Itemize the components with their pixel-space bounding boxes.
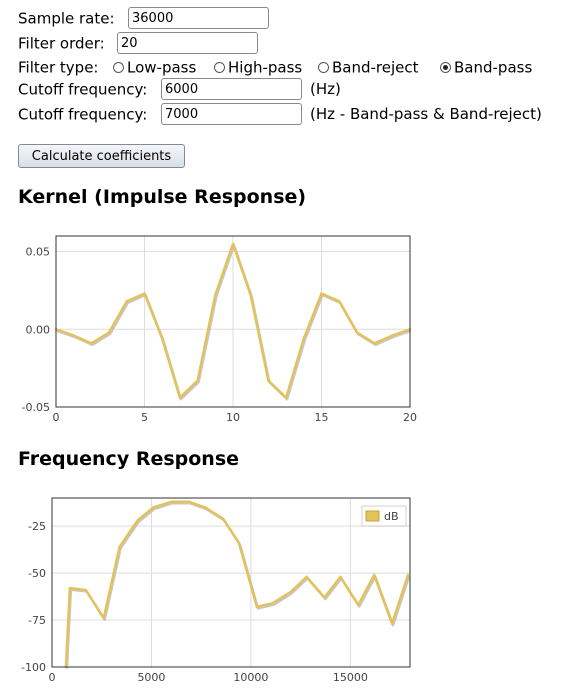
kernel-point-7 [178,396,182,399]
radio-high-pass-label: High-pass [228,58,303,77]
radio-high-pass[interactable]: High-pass [214,56,302,78]
radio-band-reject-label: Band-reject [332,58,419,77]
freq-point-9 [203,506,207,509]
kernel-series-shadow [56,244,412,401]
freq-legend-swatch [365,510,380,522]
radio-low-pass[interactable]: Low-pass [113,56,196,78]
radio-band-reject-circle[interactable] [318,62,329,73]
freq-legend-label: dB [384,510,399,523]
kernel-heading: Kernel (Impulse Response) [18,186,307,208]
cutoff-frequency-1-unit: (Hz) [310,80,341,98]
cutoff-frequency-1-input[interactable] [161,78,302,100]
freq-plot-frame [51,497,411,668]
calculate-coefficients-button[interactable]: Calculate coefficients [18,144,185,168]
freq-point-6 [152,506,155,509]
radio-low-pass-label: Low-pass [127,58,197,77]
freq-point-18 [357,603,360,607]
kernel-point-15 [320,292,323,295]
freq-point-10 [221,517,225,520]
freq-point-15 [305,575,308,579]
kernel-point-17 [355,331,359,334]
freq-point-3 [102,616,105,620]
kernel-xtick-label-3: 15 [315,411,329,424]
sample-rate-input[interactable] [128,7,269,29]
kernel-point-13 [284,396,288,399]
freq-ytick-label-1: -75 [28,614,46,627]
cutoff-frequency-1-label: Cutoff frequency: [18,80,148,99]
radio-band-reject[interactable]: Band-reject [318,56,419,78]
kernel-point-2 [90,342,93,345]
kernel-xtick-label-4: 20 [403,411,417,424]
kernel-point-11 [249,293,252,297]
kernel-point-19 [391,334,394,337]
freq-point-4 [118,545,121,549]
cutoff-frequency-1-row: Cutoff frequency: (Hz) [18,78,558,100]
cutoff-frequency-2-unit: (Hz - Band-pass & Band-reject) [310,105,542,123]
filter-type-row: Filter type: Low-pass High-pass Band-rej… [18,56,558,78]
radio-band-pass-label: Band-pass [454,58,533,77]
freq-series-line [64,500,410,668]
kernel-point-14 [302,337,305,340]
freq-point-12 [255,605,259,609]
kernel-point-1 [72,334,75,337]
kernel-ytick-label-1: 0.00 [26,323,51,336]
freq-point-16 [323,596,326,599]
freq-xtick-label-2: 10000 [233,671,268,684]
radio-high-pass-circle[interactable] [214,62,225,73]
sample-rate-row: Sample rate: [18,7,269,29]
freq-point-5 [136,519,139,522]
radio-low-pass-circle[interactable] [113,62,124,73]
kernel-point-18 [373,342,376,345]
freq-ytick-label-3: -25 [28,520,46,533]
kernel-point-3 [107,331,111,334]
cutoff-frequency-2-row: Cutoff frequency: (Hz - Band-pass & Band… [18,103,568,125]
freq-point-7 [170,500,173,503]
freq-point-20 [390,622,394,626]
freq-point-21 [406,573,410,577]
radio-band-pass-circle[interactable] [440,62,451,73]
freq-ytick-label-0: -100 [21,661,46,674]
kernel-point-5 [143,292,146,295]
freq-point-13 [271,601,274,605]
kernel-xtick-label-0: 0 [53,411,60,424]
filter-order-input[interactable] [117,32,258,54]
cutoff-frequency-2-input[interactable] [161,103,302,125]
radio-band-pass[interactable]: Band-pass [440,56,532,78]
freq-xtick-label-0: 0 [49,671,56,684]
freq-point-1 [68,586,72,590]
freq-point-17 [339,575,342,579]
filter-type-label: Filter type: [18,58,99,77]
freq-xtick-label-1: 5000 [137,671,165,684]
kernel-ytick-label-2: 0.05 [26,246,51,259]
filter-order-row: Filter order: [18,32,258,54]
freq-ytick-label-2: -50 [28,567,46,580]
cutoff-frequency-2-label: Cutoff frequency: [18,105,148,124]
kernel-point-16 [338,300,341,303]
freq-point-8 [188,500,191,503]
kernel-point-12 [267,379,270,382]
freq-point-2 [84,588,88,592]
freq-point-19 [373,573,376,577]
kernel-chart: 0 5 10 15 20 -0.05 0.00 0.05 [22,235,417,424]
kernel-point-8 [196,379,199,382]
kernel-point-6 [161,337,164,340]
freq-series-shadow [65,502,411,669]
kernel-plot-frame [55,235,411,408]
kernel-xtick-label-1: 5 [141,411,148,424]
sample-rate-label: Sample rate: [18,9,115,28]
frequency-heading: Frequency Response [18,448,240,470]
kernel-point-10 [231,242,235,245]
kernel-point-9 [214,293,217,297]
filter-order-label: Filter order: [18,34,105,53]
kernel-point-4 [125,300,128,303]
freq-point-11 [237,541,241,545]
kernel-xtick-label-2: 10 [226,411,240,424]
freq-point-14 [289,590,292,594]
frequency-response-chart: 0 5000 10000 15000 -100 -75 -50 -25 dB [21,497,411,684]
kernel-ytick-label-0: -0.05 [22,401,50,414]
freq-xtick-label-3: 15000 [333,671,368,684]
